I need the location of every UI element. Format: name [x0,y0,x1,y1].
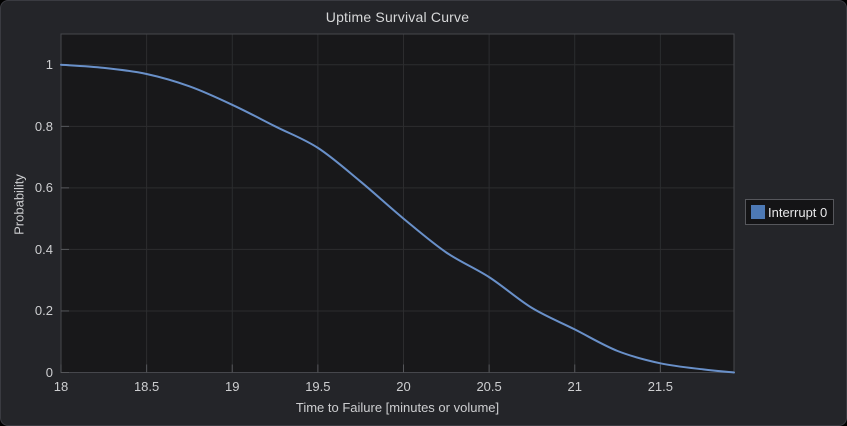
y-tick-label: 0.8 [34,118,53,134]
x-tick-label: 21.5 [647,379,674,394]
x-tick-label: 18.5 [133,379,160,394]
legend-swatch-icon [751,205,765,219]
plot-background [61,34,734,373]
x-tick-label: 21 [567,379,582,394]
y-tick-label: 0.4 [34,241,53,257]
y-tick-label: 0.2 [34,303,53,319]
x-tick-label: 19 [225,379,240,394]
series-line-interrupt-0 [60,63,735,374]
x-tick-label: 18 [53,379,69,394]
legend-label: Interrupt 0 [768,204,828,220]
legend-item-interrupt-0[interactable]: Interrupt 0 [751,205,827,220]
x-tick-label: 20 [396,379,411,394]
plot-border [60,33,735,373]
x-axis-label: Time to Failure [minutes or volume] [295,400,500,415]
y-tick-label: 1 [45,57,53,73]
x-tick-label: 20.5 [476,379,502,394]
y-tick-label: 0 [45,365,53,380]
x-tick-label: 19.5 [305,379,331,394]
legend-box: Interrupt 0 [745,199,835,225]
chart-title: Uptime Survival Curve [325,9,470,25]
y-tick-label: 0.6 [34,180,53,196]
